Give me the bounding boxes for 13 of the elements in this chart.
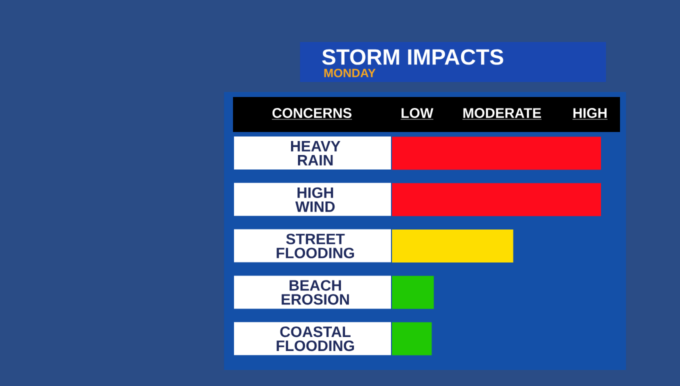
chart-title: STORM IMPACTS	[322, 49, 504, 65]
bar	[392, 322, 432, 356]
y-tick-label: COASTAL FLOODING	[276, 326, 354, 352]
y-tick-label: STREET FLOODING	[276, 234, 354, 258]
text: MODERATE	[463, 108, 541, 118]
y-tick-label: HIGH WIND	[295, 187, 335, 212]
y-axis-title: CONCERNS	[272, 108, 352, 118]
text: HIGH	[573, 108, 607, 118]
bar	[392, 276, 434, 309]
y-tick-label: HEAVY RAIN	[291, 141, 340, 166]
y-tick-label: BEACH EROSION	[282, 280, 349, 305]
text: LOW	[402, 108, 434, 118]
chart-subtitle: MONDAY	[324, 68, 376, 78]
